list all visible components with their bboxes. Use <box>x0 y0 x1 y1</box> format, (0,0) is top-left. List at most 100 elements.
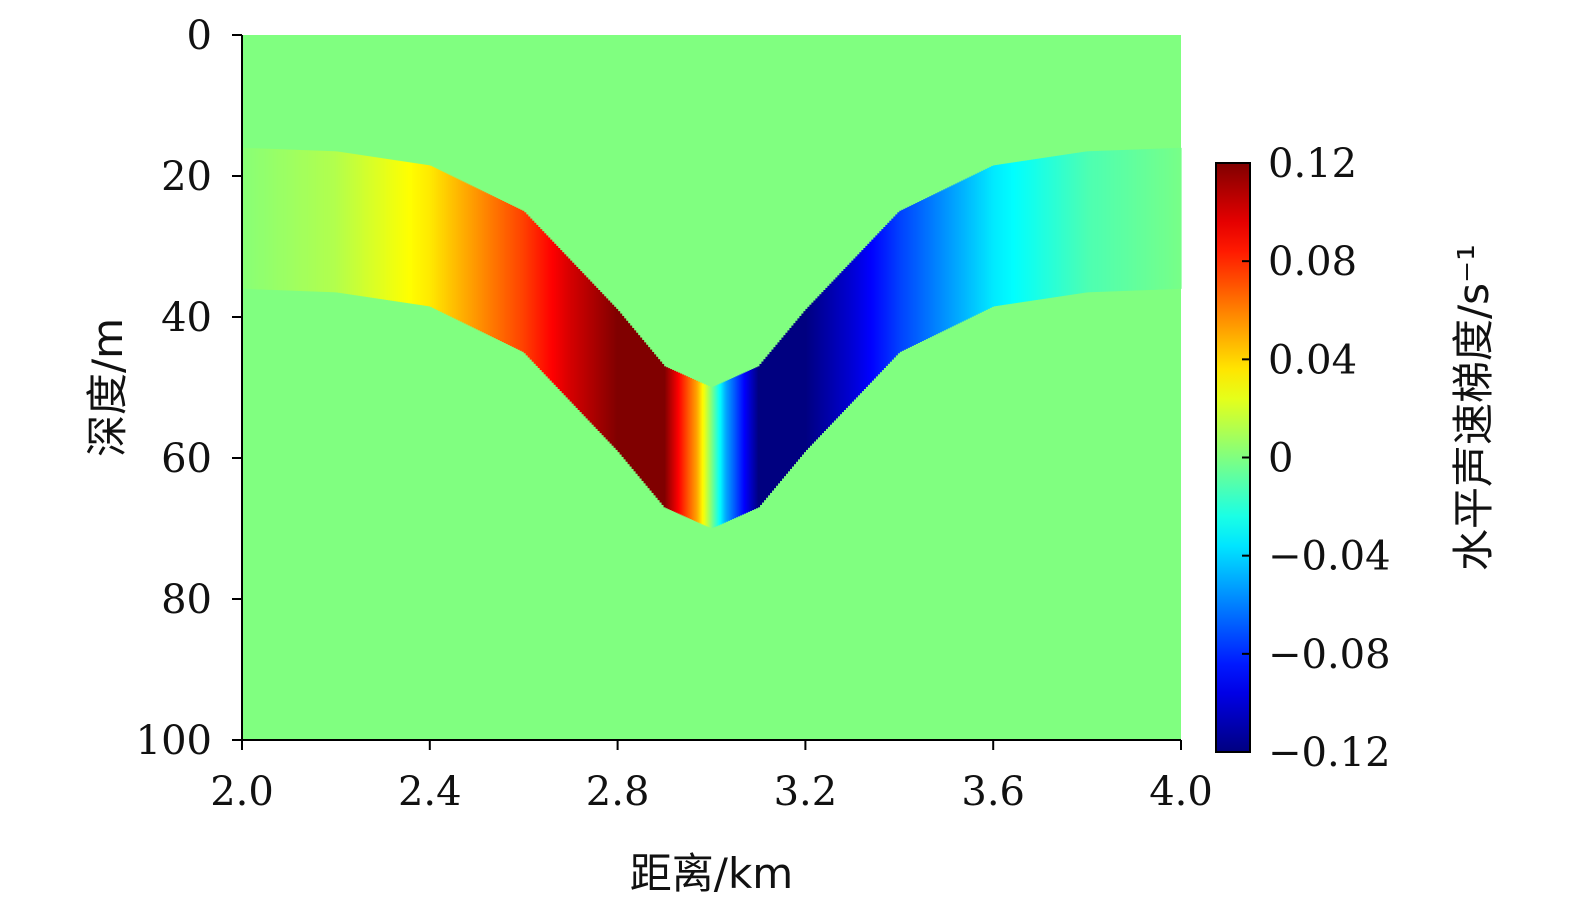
layer-strip <box>985 168 988 310</box>
layer-strip <box>393 160 397 302</box>
plot-area <box>242 35 1182 740</box>
layer-strip <box>485 193 489 335</box>
layer-strip <box>1123 149 1126 291</box>
layer-strip <box>1009 162 1012 304</box>
layer-strip <box>929 196 932 338</box>
layer-strip <box>731 378 735 520</box>
layer-strip <box>399 161 403 303</box>
layer-strip <box>513 206 517 348</box>
layer-strip <box>365 155 369 297</box>
layer-strip <box>627 323 631 465</box>
layer-strip <box>335 151 339 293</box>
layer-strip <box>709 387 713 529</box>
layer-strip <box>941 190 944 332</box>
layer-strip <box>1085 151 1088 293</box>
layer-strip <box>677 372 681 514</box>
layer-strip <box>1083 151 1086 293</box>
layer-strip <box>491 196 495 338</box>
layer-strip <box>479 190 483 332</box>
layer-strip <box>663 366 667 508</box>
layer-strip <box>345 152 349 294</box>
layer-strip <box>265 148 269 290</box>
layer-strip <box>1135 149 1138 291</box>
layer-strip <box>571 262 575 404</box>
layer-strip <box>587 279 591 421</box>
layer-strip <box>1051 156 1054 298</box>
colorbar-tick-label: −0.12 <box>1268 730 1391 776</box>
layer-strip <box>451 176 455 318</box>
layer-strip <box>1061 155 1064 297</box>
layer-strip <box>369 156 373 298</box>
layer-strip <box>769 351 773 493</box>
layer-strip <box>593 285 597 427</box>
layer-strip <box>783 335 787 477</box>
layer-strip <box>617 311 621 453</box>
layer-strip <box>1003 163 1006 305</box>
layer-strip <box>415 163 419 305</box>
layer-strip <box>1115 150 1118 292</box>
layer-strip <box>445 173 449 315</box>
layer-strip <box>979 171 982 313</box>
layer-strip <box>607 300 611 442</box>
layer-strip <box>499 200 503 342</box>
layer-strip <box>1103 150 1106 292</box>
layer-strip <box>1031 159 1034 301</box>
layer-strip <box>705 385 709 527</box>
layer-strip <box>683 375 687 517</box>
layer-strip <box>583 275 587 417</box>
layer-strip <box>1071 153 1074 295</box>
layer-strip <box>971 175 974 317</box>
layer-strip <box>845 266 848 408</box>
layer-strip <box>811 302 814 444</box>
layer-strip <box>863 248 866 389</box>
layer-strip <box>305 150 309 292</box>
layer-strip <box>317 150 321 292</box>
layer-strip <box>447 174 451 316</box>
layer-strip <box>989 166 992 308</box>
layer-strip <box>549 239 553 381</box>
layer-strip <box>573 264 577 406</box>
layer-strip <box>1157 148 1160 290</box>
layer-strip <box>739 374 743 516</box>
layer-strip <box>713 386 717 528</box>
layer-strip <box>733 377 737 519</box>
layer-strip <box>841 271 844 413</box>
layer-strip <box>503 201 507 343</box>
layer-strip <box>957 182 960 324</box>
layer-strip <box>609 302 613 444</box>
layer-strip <box>927 197 930 339</box>
layer-strip <box>387 159 391 301</box>
layer-strip <box>859 252 862 394</box>
axes <box>241 35 1181 741</box>
layer-strip <box>363 155 367 297</box>
layer-strip <box>997 164 1000 306</box>
layer-strip <box>727 379 731 521</box>
layer-strip <box>289 149 293 291</box>
layer-strip <box>397 160 401 302</box>
layer-strip <box>759 363 763 505</box>
layer-strip <box>1149 148 1152 290</box>
layer-strip <box>361 155 365 297</box>
layer-strip <box>1121 150 1124 292</box>
layer-strip <box>995 164 998 306</box>
layer-strip <box>823 290 826 431</box>
layer-strip <box>539 229 543 371</box>
colorbar-tick-label: −0.08 <box>1268 632 1391 678</box>
layer-strip <box>895 214 898 356</box>
layer-strip <box>857 254 860 396</box>
layer-strip <box>1109 150 1112 292</box>
layer-strip <box>1023 160 1026 302</box>
layer-strip <box>487 194 491 336</box>
layer-strip <box>1131 149 1134 291</box>
y-tick-label: 20 <box>161 154 212 200</box>
layer-strip <box>441 171 445 313</box>
layer-strip <box>1179 147 1182 289</box>
layer-strip <box>543 233 547 375</box>
colorbar-tick-label: 0 <box>1268 436 1293 482</box>
layer-strip <box>1043 157 1046 299</box>
layer-strip <box>883 227 886 368</box>
layer-strip <box>843 269 846 410</box>
layer-strip <box>965 178 968 320</box>
layer-strip <box>581 273 585 415</box>
